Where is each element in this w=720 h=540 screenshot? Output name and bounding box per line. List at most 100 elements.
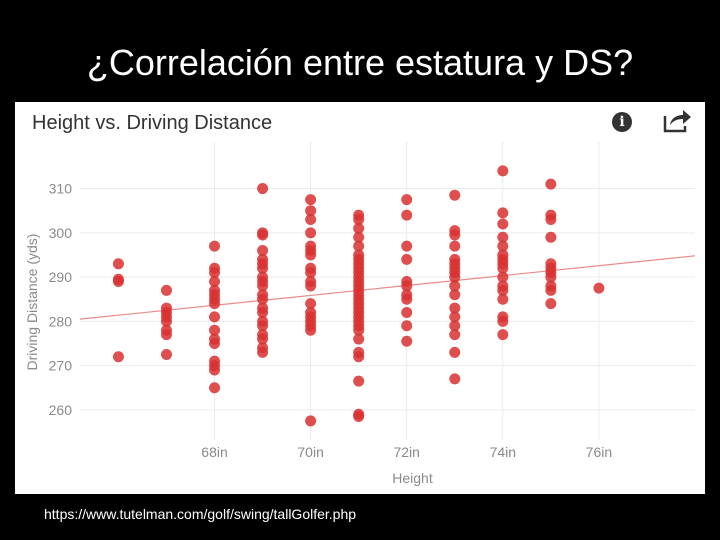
data-point — [209, 324, 221, 336]
data-point — [497, 315, 509, 327]
x-tick-label: 76in — [586, 444, 612, 460]
data-point — [401, 306, 413, 318]
data-point — [545, 178, 557, 190]
data-point — [449, 240, 461, 252]
data-point — [305, 214, 317, 226]
data-point — [449, 302, 461, 314]
data-point — [497, 262, 509, 274]
chart-title: Height vs. Driving Distance — [32, 112, 273, 134]
data-point — [209, 364, 221, 376]
data-point — [305, 227, 317, 239]
data-point — [497, 240, 509, 252]
data-point — [545, 271, 557, 283]
data-point — [305, 280, 317, 292]
data-point — [449, 329, 461, 341]
data-point — [353, 222, 365, 234]
data-point — [353, 231, 365, 243]
data-point — [305, 249, 317, 261]
data-point — [353, 214, 365, 226]
data-point — [160, 349, 172, 361]
data-point — [257, 262, 269, 274]
data-point — [305, 415, 317, 427]
data-point — [593, 282, 605, 294]
data-point — [160, 315, 172, 327]
data-point — [209, 311, 221, 323]
data-point — [257, 229, 269, 241]
data-point — [497, 293, 509, 305]
share-icon[interactable] — [662, 108, 692, 134]
data-point — [401, 209, 413, 221]
data-point — [449, 346, 461, 358]
data-point — [112, 258, 124, 270]
data-point — [353, 411, 365, 423]
data-point — [401, 335, 413, 347]
data-point — [497, 165, 509, 177]
data-point — [353, 324, 365, 336]
chart-panel: 260 270 280 290 300 310 68in 70in 72in 74in 76in He… — [15, 102, 705, 494]
x-tick-label: 72in — [393, 444, 419, 460]
data-point — [257, 183, 269, 195]
data-point — [449, 320, 461, 332]
data-point — [449, 271, 461, 283]
y-tick-label: 310 — [49, 181, 73, 197]
data-point — [449, 280, 461, 292]
data-point — [305, 298, 317, 310]
source-url: https://www.tutelman.com/golf/swing/tall… — [44, 506, 357, 522]
data-point — [257, 346, 269, 358]
data-point — [209, 337, 221, 349]
x-tick-label: 74in — [490, 444, 516, 460]
data-point — [449, 311, 461, 323]
data-point — [257, 306, 269, 318]
info-icon[interactable]: i — [612, 112, 632, 132]
y-tick-label: 300 — [49, 225, 73, 241]
x-tick-label: 68in — [201, 444, 227, 460]
data-point — [449, 289, 461, 301]
data-point — [209, 276, 221, 288]
data-point — [545, 298, 557, 310]
data-point — [257, 280, 269, 292]
data-point — [545, 214, 557, 226]
data-point — [497, 207, 509, 219]
y-tick-label: 280 — [49, 313, 73, 329]
data-point — [209, 298, 221, 310]
data-point — [305, 205, 317, 217]
y-tick-label: 290 — [49, 269, 73, 285]
data-point — [112, 351, 124, 363]
data-point — [401, 280, 413, 292]
y-tick-label: 270 — [49, 358, 73, 374]
data-point — [497, 231, 509, 243]
data-point — [209, 382, 221, 394]
data-point — [305, 324, 317, 336]
trend-line — [79, 255, 696, 320]
data-point — [401, 293, 413, 305]
data-point — [545, 284, 557, 296]
y-axis-label: Driving Distance (yds) — [24, 234, 40, 371]
data-point — [449, 189, 461, 201]
data-point — [497, 271, 509, 283]
data-point — [353, 351, 365, 363]
slide-title: ¿Correlación entre estatura y DS? — [86, 42, 634, 83]
scatter-plot: 260 270 280 290 300 310 68in 70in 72in 74in 76in He… — [24, 142, 696, 486]
data-point — [209, 267, 221, 279]
data-point — [353, 240, 365, 252]
data-point — [545, 231, 557, 243]
data-point — [401, 240, 413, 252]
data-point — [401, 320, 413, 332]
y-tick-label: 260 — [49, 402, 73, 418]
data-point — [449, 373, 461, 385]
data-point — [112, 276, 124, 288]
data-point — [401, 194, 413, 206]
data-point — [449, 229, 461, 241]
data-point — [497, 329, 509, 341]
data-point — [353, 333, 365, 345]
data-point — [160, 329, 172, 341]
data-point — [209, 240, 221, 252]
data-point — [305, 194, 317, 206]
data-point — [257, 245, 269, 257]
data-point — [257, 333, 269, 345]
data-point — [353, 375, 365, 387]
data-point — [497, 218, 509, 230]
x-axis-label: Height — [392, 470, 433, 486]
data-point — [160, 284, 172, 296]
data-point — [305, 267, 317, 279]
